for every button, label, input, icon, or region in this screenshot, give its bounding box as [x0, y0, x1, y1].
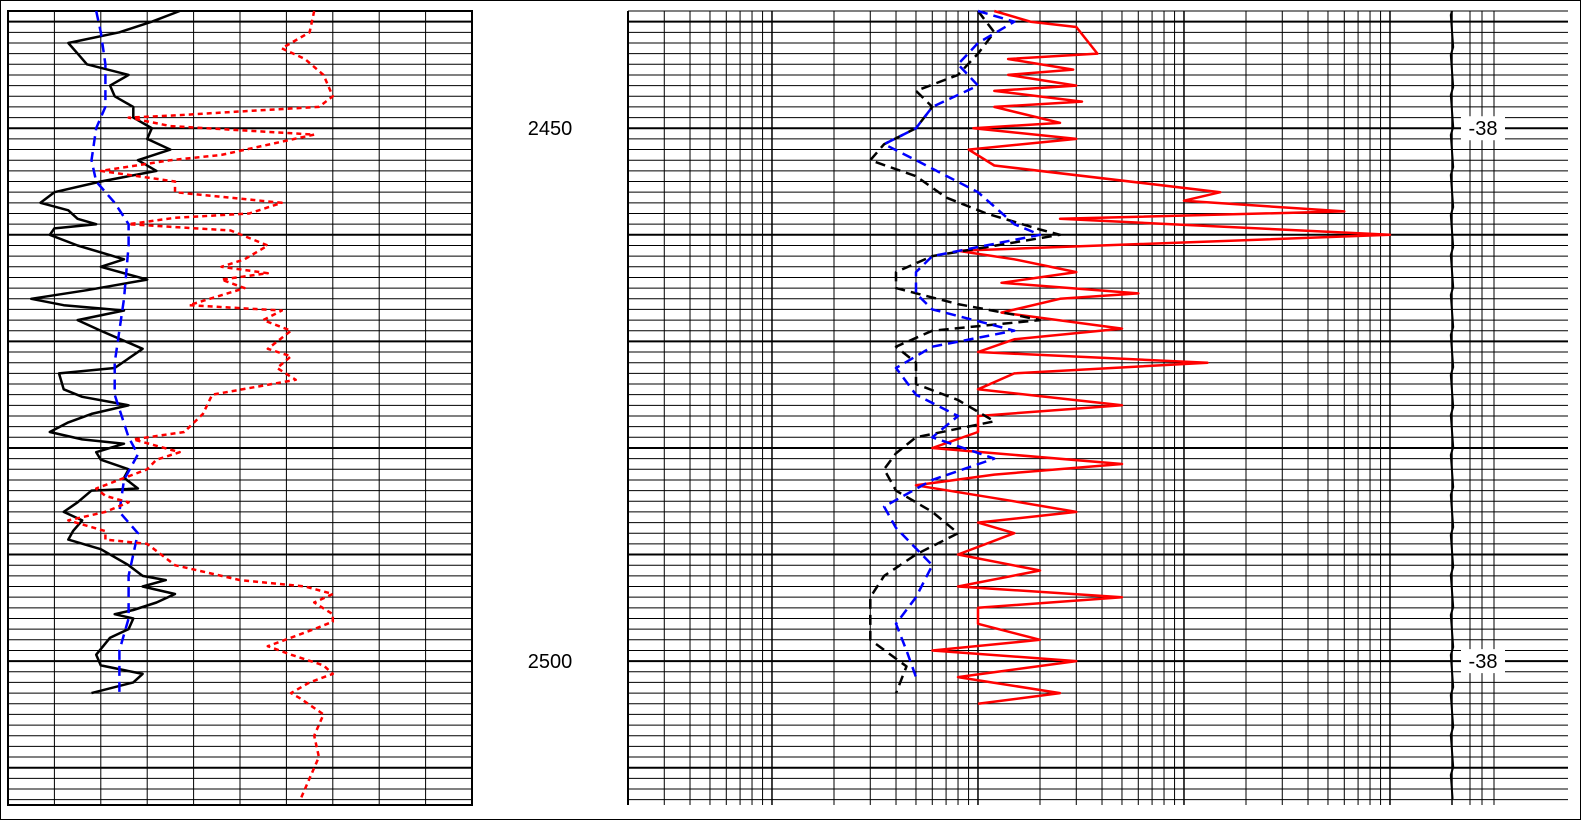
right-track-curves — [869, 9, 1392, 706]
temp-label-bg — [1461, 116, 1505, 141]
right-curve-2 — [882, 9, 1042, 678]
temp-label-bg — [1461, 649, 1505, 674]
temperature-curve — [1449, 10, 1455, 800]
depth-label: 2450 — [528, 118, 573, 140]
left-track-curves — [29, 9, 335, 801]
left-curve-2 — [67, 10, 335, 801]
temp-label: -38 — [1469, 118, 1498, 140]
left-track-grid — [7, 10, 473, 806]
depth-labels: 2450 2500 — [528, 118, 573, 673]
right-curve-0 — [914, 9, 1392, 706]
right-curve-1 — [869, 10, 1062, 694]
temp-label: -38 — [1469, 651, 1498, 673]
left-curve-0 — [29, 9, 181, 695]
depth-label: 2500 — [528, 651, 573, 673]
temperature-track: -38 -38 — [1449, 10, 1505, 800]
